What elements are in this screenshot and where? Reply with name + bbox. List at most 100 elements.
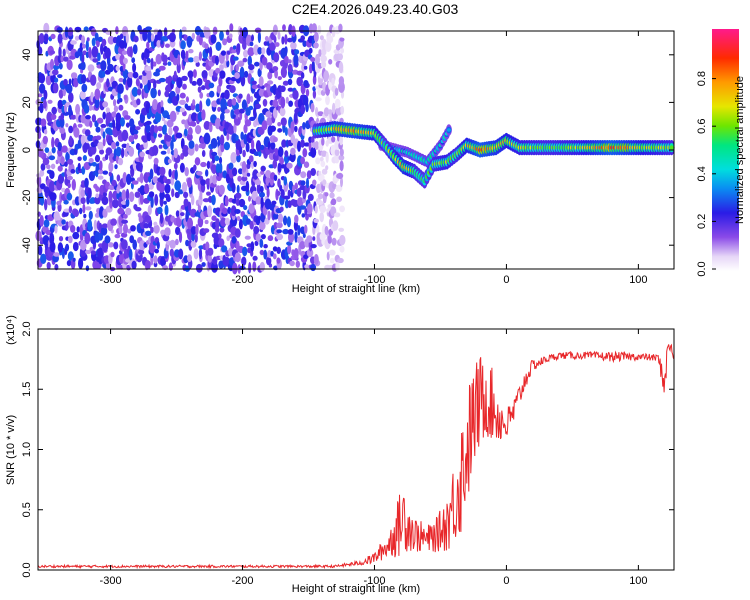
spectrogram-cell — [285, 96, 289, 104]
spectrogram-cell — [294, 214, 299, 224]
spectrogram-cell — [123, 115, 131, 120]
spectrogram-cell — [187, 217, 193, 230]
spectrogram-cell — [181, 75, 188, 81]
spectrogram-cell — [261, 120, 268, 131]
spectrogram-cell — [57, 99, 64, 110]
spectrogram-cell — [44, 198, 48, 211]
spectrogram-cell — [165, 43, 170, 48]
spectrogram-cell — [165, 135, 172, 142]
spectrogram-cell — [74, 35, 80, 41]
spectrogram-cell — [300, 156, 305, 165]
spectrogram-cell — [241, 99, 247, 110]
spectrogram-cell — [218, 233, 222, 239]
spectrogram-cell — [282, 228, 289, 235]
spectrogram-cell — [241, 161, 247, 173]
spectrogram-cell — [44, 147, 50, 154]
spectrogram-cell — [157, 133, 163, 138]
spectrogram-cell — [211, 151, 218, 157]
spectrogram-cell — [328, 59, 333, 65]
spectrogram-cell — [43, 186, 50, 194]
spectrogram-cell — [188, 49, 194, 54]
spectrogram-cell — [57, 215, 61, 221]
spectrogram-cell — [187, 177, 192, 188]
spectrogram-cell — [58, 62, 63, 70]
spectrogram-cell — [90, 27, 97, 37]
spectrogram-cell — [158, 144, 163, 149]
spectrogram-cell — [233, 116, 241, 126]
spectrogram-cell — [80, 189, 86, 198]
spectrogram-cell — [163, 200, 167, 205]
spectrogram-cell — [103, 191, 107, 197]
spectrogram-cell — [94, 195, 101, 205]
spectrogram-cell — [306, 203, 313, 215]
spectrogram-cell — [38, 83, 46, 94]
spectrogram-cell — [207, 205, 213, 218]
spectrogram-cell — [221, 245, 228, 253]
spectrogram-cell — [101, 38, 107, 47]
spectrogram-cell — [94, 154, 101, 163]
spectrogram-cell — [331, 102, 336, 115]
spectrogram-cell — [194, 143, 199, 152]
spectrogram-cell — [199, 100, 203, 113]
spectrogram-cell — [192, 69, 197, 79]
spectrogram-cell — [60, 112, 65, 121]
spectrogram-cell — [259, 191, 265, 198]
spectrogram-cell — [192, 99, 196, 106]
spectrogram-cell — [153, 80, 157, 90]
spectrogram-cell — [115, 146, 122, 157]
spectrogram-cell — [251, 34, 254, 42]
spectrogram-cell — [73, 77, 79, 88]
spectrogram-cell — [110, 218, 117, 226]
spectrogram-cell — [168, 168, 172, 178]
spectrogram-cell — [82, 155, 87, 162]
spectrogram-cell — [108, 190, 113, 203]
spectrogram-cell — [170, 139, 174, 151]
spectrogram-cell — [306, 235, 313, 243]
spectrogram-cell — [201, 70, 208, 79]
spectrogram-cell — [87, 134, 94, 142]
spectrogram-cell — [83, 104, 90, 114]
spectrogram-cell — [320, 150, 328, 157]
spectrogram-cell — [220, 217, 227, 227]
spectrogram-cell — [295, 260, 300, 268]
spectrogram-cell — [179, 162, 185, 173]
spectrogram-cell — [252, 129, 257, 137]
spectrogram-cell — [260, 165, 266, 172]
spectrogram-cell — [95, 193, 99, 199]
spectrogram-cell — [128, 248, 133, 261]
spectrogram-cell — [42, 235, 50, 246]
spectrogram-cell — [209, 121, 213, 127]
spectrogram-cell — [134, 191, 141, 198]
spectrogram-cell — [156, 241, 160, 250]
spectrogram-cell — [129, 118, 135, 128]
spectrogram-cell — [105, 111, 112, 123]
spectrogram-cell — [120, 147, 125, 159]
spectrogram-cell — [40, 253, 47, 264]
spectrogram-cell — [273, 52, 280, 63]
spectrogram-cell — [231, 236, 237, 244]
track-core — [446, 128, 451, 132]
spectrogram-cell — [153, 224, 160, 234]
spectrogram-cell — [277, 213, 284, 224]
spectrogram-cell — [296, 76, 304, 87]
spectrogram-cell — [157, 206, 163, 215]
spectrogram-cell — [104, 235, 111, 244]
spectrogram-cell — [218, 76, 223, 87]
spectrogram-cell — [234, 209, 241, 214]
spectrogram-cell — [211, 194, 216, 206]
spectrogram-cell — [313, 31, 319, 43]
chart-title: C2E4.2026.049.23.40.G03 — [292, 1, 459, 17]
spectrogram-cell — [334, 87, 339, 96]
colorbar-tick-label: 0.2 — [696, 214, 708, 229]
spectrogram-cell — [238, 168, 243, 175]
spectrogram-cell — [312, 179, 317, 186]
spectrogram-cell — [257, 31, 261, 44]
spectrogram-cell — [243, 49, 248, 58]
spectrogram-cell — [196, 78, 203, 86]
spectrogram-cell — [331, 77, 335, 86]
spectrogram-cell — [232, 56, 239, 61]
spectrogram-cell — [56, 26, 63, 33]
spectrogram-cell — [215, 55, 219, 66]
colorbar-tick-label: 0.6 — [696, 119, 708, 134]
spectrogram-cell — [42, 135, 48, 145]
